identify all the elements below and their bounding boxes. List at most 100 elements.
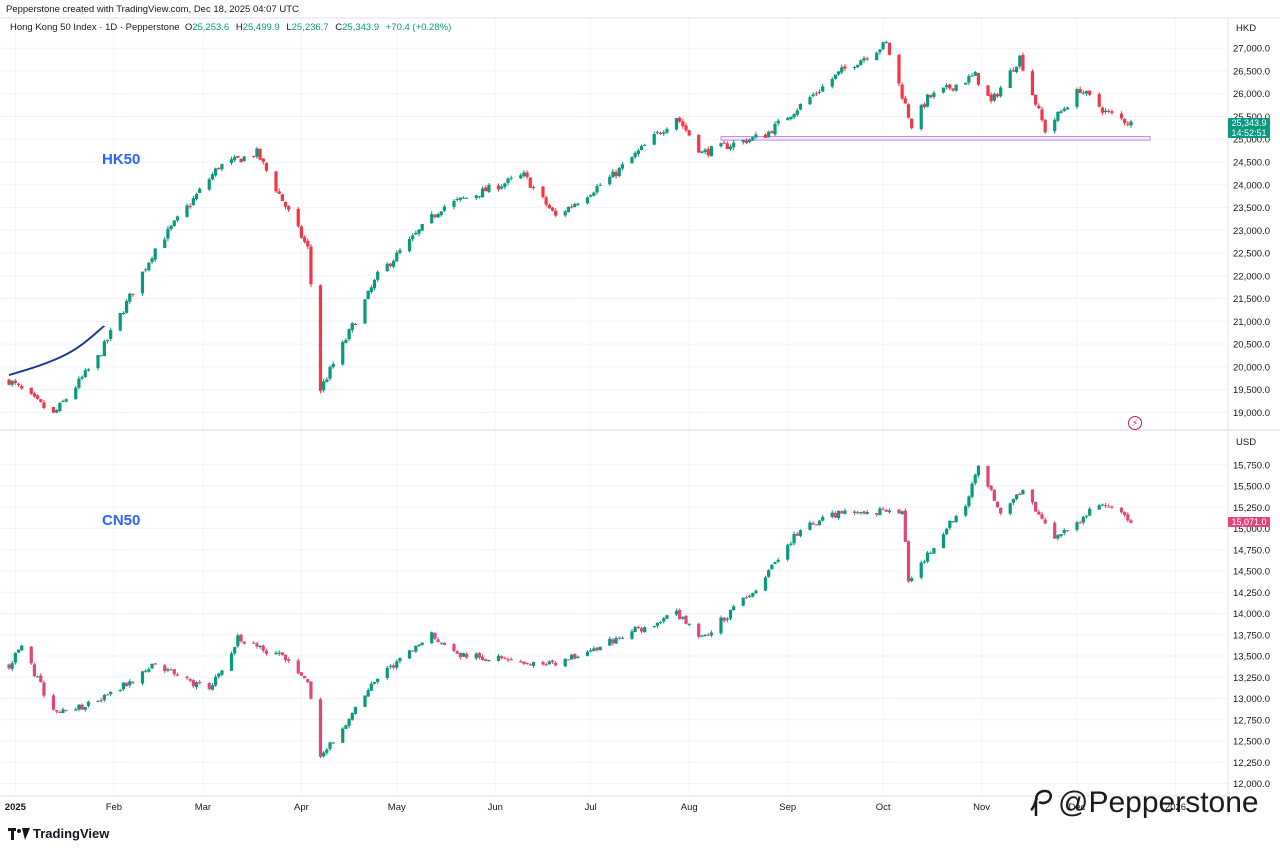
cn50-candle-body [1008, 503, 1012, 514]
cn50-candle-body [789, 543, 793, 545]
cn50-candle-body [287, 659, 291, 662]
hk50-candle-body [550, 207, 555, 211]
hk50-candle-body [331, 363, 335, 368]
cn50-candle-body [175, 674, 180, 676]
hk50-candle-body [1088, 90, 1092, 95]
hk50-candle-body [80, 376, 84, 379]
cn50-candle-body [725, 618, 729, 620]
hk50-candle-body [732, 142, 736, 148]
cn50-candle-body [678, 610, 682, 620]
hk50-candle-body [64, 399, 68, 402]
hk50-candle-body [465, 197, 469, 199]
cn50-candle-body [1011, 499, 1015, 503]
time-tick-label: 2026 [1165, 802, 1186, 813]
hk50-candle-body [306, 240, 310, 247]
hk50-candle-body [1078, 89, 1082, 93]
hk50-candle-body [643, 144, 647, 146]
cn50-currency[interactable]: USD [1236, 437, 1257, 448]
hk50-candle-body [1030, 71, 1035, 96]
cn50-candle-body [569, 654, 574, 660]
hk50-candle-body [630, 157, 634, 164]
hk50-candle-body [617, 167, 621, 177]
cn50-candle-body [989, 485, 993, 490]
hk50-candle-body [125, 301, 129, 313]
cn50-candle-body [233, 647, 237, 654]
hk50-candle-body [840, 67, 844, 73]
hk50-candle-body [261, 158, 265, 163]
cn50-candle-body [258, 645, 262, 647]
hk50-candle-body [1126, 123, 1130, 125]
time-axis: 2025 Feb Mar Apr May Jun Jul Aug Sep Oct Nov Dec 202… [5, 802, 1186, 813]
cn50-candle-body [1062, 529, 1066, 534]
cn50-candle-body [595, 647, 599, 650]
cn50-candle-body [509, 659, 513, 661]
hk50-candle-body [786, 118, 790, 121]
cn50-candle-body [306, 679, 310, 683]
hk-price-tick: 25,500.0 [1233, 112, 1270, 123]
hk50-candle-body [198, 188, 202, 193]
cn50-candle-body [519, 661, 523, 663]
hk-price-tick: 21,000.0 [1233, 317, 1270, 328]
trend-curve-line[interactable] [8, 325, 106, 376]
cn50-candle-body [585, 651, 590, 656]
hk50-candle-body [414, 232, 418, 235]
time-tick-label: 2025 [5, 802, 27, 813]
hk50-candle-body [391, 260, 396, 267]
tradingview-logo[interactable]: TradingView [8, 826, 109, 841]
cn50-candle-body [1018, 493, 1022, 496]
hk50-candle-body [144, 269, 148, 271]
cn50-candle-body [856, 512, 860, 514]
hk50-candle-body [576, 203, 580, 205]
cn50-candle-body [411, 650, 415, 652]
hk50-candle-body [16, 383, 21, 386]
cn50-candle-body [1097, 505, 1101, 510]
cn50-candle-body [277, 652, 281, 654]
hk50-candle-body [363, 299, 367, 324]
support-zone-rect[interactable] [720, 136, 1151, 141]
hk50-candle-body [239, 158, 243, 163]
cn50-candle-body [455, 651, 459, 654]
hk50-candle-body [929, 94, 933, 98]
hk50-candle-body [703, 149, 707, 152]
cn50-candle-body [105, 694, 110, 696]
cn50-candle-body [331, 742, 335, 744]
cn50-candle-body [852, 511, 857, 514]
cn50-candle-body [576, 656, 580, 659]
hk50-candle-body [970, 75, 974, 77]
cn50-candle-body [589, 650, 593, 652]
cn50-candle-body [973, 474, 977, 484]
cn50-candle-body [922, 561, 926, 563]
hk50-candle-body [217, 167, 221, 170]
hk50-candle-body [172, 220, 176, 226]
cn50-candle-body [109, 691, 113, 695]
hk50-candle-body [96, 355, 100, 369]
hk50-candle-body [678, 117, 682, 122]
cn50-candle-body [906, 541, 911, 582]
hk50-candle-body [1011, 70, 1015, 72]
hk50-candle-body [442, 206, 447, 211]
hk50-candle-body [639, 146, 644, 150]
cn50-candle-body [74, 709, 78, 711]
cn50-candle-body [484, 659, 488, 662]
lightning-icon[interactable]: ⚡ [1128, 416, 1142, 430]
hk50-candle-body [744, 140, 749, 144]
hk50-candle-body [1014, 66, 1019, 73]
hk50-candle-body [1021, 54, 1025, 71]
cn50-candle-body [407, 650, 412, 659]
hk50-candle-body [547, 204, 551, 209]
hk-price-tick: 19,000.0 [1233, 408, 1270, 419]
cn50-candle-body [611, 639, 615, 644]
cn50-candle-body [391, 665, 396, 668]
cn50-candle-body [976, 465, 981, 476]
cn50-candle-body [309, 681, 313, 699]
hk50-currency[interactable]: HKD [1236, 23, 1257, 34]
hk50-candle-body [595, 186, 599, 193]
cn50-candle-body [814, 524, 818, 526]
hk50-candle-body [296, 208, 300, 227]
cn50-candle-body [798, 530, 803, 536]
hk50-candle-body [277, 191, 281, 194]
cn50-candle-body [1075, 522, 1079, 530]
symbol-legend[interactable]: Hong Kong 50 Index · 1D · Pepperstone O2… [10, 22, 455, 33]
cn50-candle-body [128, 681, 132, 686]
